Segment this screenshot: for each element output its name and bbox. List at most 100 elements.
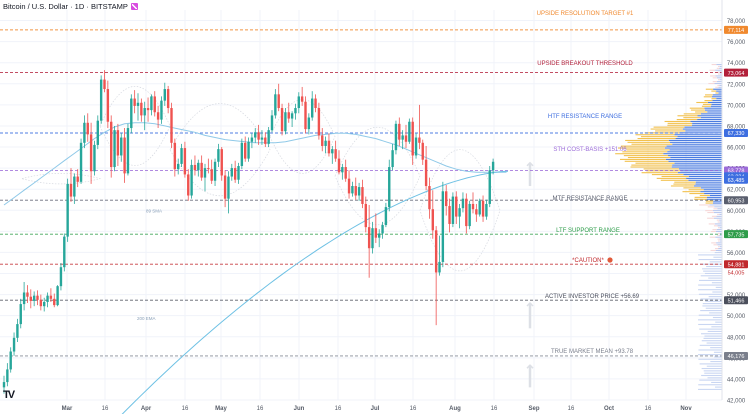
volume-profile-bar-down	[670, 141, 722, 143]
volume-profile-bar-down	[665, 158, 722, 160]
volume-profile-bar-up	[676, 119, 698, 121]
candle-body	[143, 108, 146, 116]
volume-profile-bar-low	[714, 252, 722, 254]
volume-profile-bar-down	[691, 124, 722, 126]
volume-profile-bar-low	[700, 298, 722, 300]
volume-profile-bar-up	[618, 147, 665, 149]
volume-profile-bar-up	[677, 115, 698, 117]
volume-profile-bar-up	[705, 88, 714, 90]
candle-body	[166, 89, 170, 109]
volume-profile-bar-up	[690, 109, 705, 111]
volume-profile-bar-down	[683, 174, 722, 176]
candle-body	[451, 196, 455, 224]
volume-profile-bar-up	[640, 136, 678, 138]
tradingview-logo: TV	[3, 389, 15, 401]
candle-body	[404, 135, 408, 142]
volume-profile-bar-up	[712, 77, 717, 79]
volume-profile-bar-up	[711, 90, 717, 92]
volume-profile-bar-down	[719, 73, 722, 75]
volume-profile-bar-up	[619, 158, 666, 160]
volume-profile-bar-down	[688, 179, 722, 181]
volume-profile-bar-up	[673, 183, 696, 185]
level-label: LTF SUPPORT RANGE	[556, 228, 620, 234]
candle-body	[53, 298, 56, 306]
volume-profile-bar-low	[706, 342, 722, 344]
volume-profile-bar-down	[678, 168, 722, 170]
volume-profile-bar-down	[670, 156, 722, 159]
volume-profile-bar-down	[719, 240, 722, 242]
x-tick-label: 16	[410, 406, 417, 412]
volume-profile-bar-up	[718, 246, 720, 248]
candle-body	[290, 113, 294, 119]
x-tick-label: Nov	[680, 406, 692, 412]
candle-body	[173, 142, 177, 170]
volume-profile-bar-up	[716, 67, 720, 69]
candle-body	[43, 301, 46, 307]
volume-profile-bar-low	[699, 379, 722, 381]
volume-profile-bar-up	[623, 155, 669, 157]
price-tag-text: 77,114	[728, 28, 744, 34]
volume-profile-bar-down	[719, 227, 722, 229]
volume-profile-bar-low	[712, 316, 722, 319]
volume-profile-bar-down	[707, 111, 722, 113]
candle-body	[257, 132, 260, 140]
y-tick-label: 60,000	[727, 209, 746, 215]
volume-profile-bar-up	[682, 191, 701, 193]
candle-body	[213, 161, 217, 181]
volume-profile-bar-down	[713, 217, 722, 219]
candle-body	[317, 108, 321, 136]
volume-profile-bar-down	[716, 242, 722, 244]
x-tick-label: 16	[568, 406, 575, 412]
volume-profile-bar-down	[711, 103, 722, 105]
volume-profile-bar-low	[705, 307, 722, 309]
volume-profile-bar-low	[713, 256, 722, 258]
volume-profile-bar-low	[698, 323, 722, 326]
volume-profile-bar-down	[672, 164, 722, 166]
y-tick-label: 56,000	[727, 251, 746, 257]
candle-body	[488, 170, 491, 204]
candle-body	[130, 98, 133, 129]
volume-profile-bar-up	[707, 217, 714, 219]
x-tick-label: May	[215, 406, 227, 412]
price-tag-text: 57,735	[728, 232, 745, 238]
projection-arrowhead	[526, 364, 534, 369]
candle-body	[49, 295, 53, 299]
candle-body	[240, 142, 244, 166]
candle-body	[418, 137, 421, 143]
volume-profile-bar-up	[694, 196, 707, 198]
volume-profile-bar-up	[650, 128, 683, 130]
volume-profile-bar-low	[698, 354, 722, 356]
volume-profile-bar-up	[635, 162, 675, 164]
volume-profile-bar-up	[625, 139, 669, 141]
price-tag-bg	[724, 129, 748, 138]
price-tag-bg	[724, 68, 748, 77]
volume-profile-bar-low	[699, 344, 722, 346]
volume-profile-bar-low	[698, 259, 722, 261]
y-tick-label: 68,000	[727, 124, 746, 130]
candle-body	[284, 112, 287, 132]
candle-body	[103, 79, 106, 90]
candle-body	[76, 176, 79, 182]
price-tag-text: 54,881	[728, 262, 745, 268]
level-label: MTF RESISTANCE RANGE	[553, 196, 628, 202]
volume-profile-bar-down	[692, 122, 722, 124]
cycle-band	[269, 99, 336, 174]
price-tag-bg	[724, 260, 748, 269]
volume-profile-bar-up	[705, 200, 714, 202]
volume-profile-bar-up	[709, 236, 716, 238]
x-tick-label: 16	[257, 406, 264, 412]
y-tick-label: 44,000	[727, 377, 746, 383]
candle-body	[113, 130, 116, 168]
volume-profile-bar-down	[688, 175, 722, 178]
volume-profile-bar-up	[683, 117, 701, 119]
candle-body	[29, 296, 32, 301]
candle-body	[458, 208, 461, 217]
candle-body	[411, 121, 414, 156]
volume-profile-bar-low	[709, 261, 722, 263]
price-tag-text: 63,778	[728, 169, 745, 175]
volume-profile-bar-low	[701, 374, 722, 377]
candle-body	[471, 203, 475, 210]
volume-profile-bar-low	[714, 386, 722, 388]
